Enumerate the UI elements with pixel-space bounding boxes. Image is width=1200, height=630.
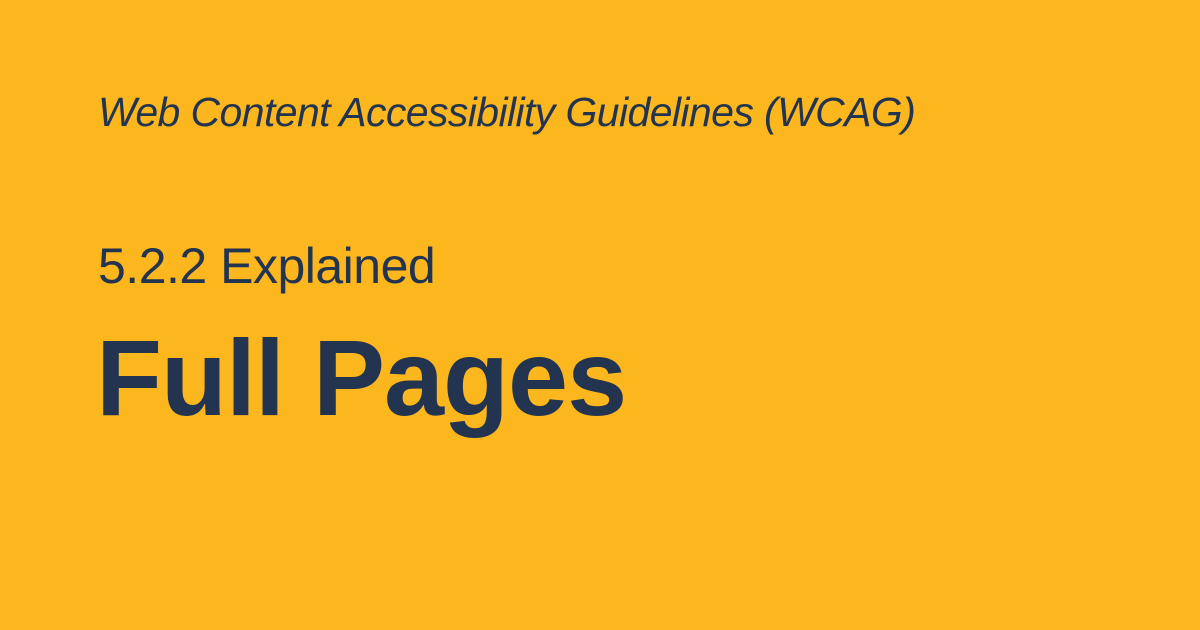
wcag-kicker-text: Web Content Accessibility Guidelines (WC… — [98, 89, 916, 135]
page-title: Full Pages — [96, 317, 627, 438]
criterion-subtitle: 5.2.2 Explained — [98, 238, 436, 294]
